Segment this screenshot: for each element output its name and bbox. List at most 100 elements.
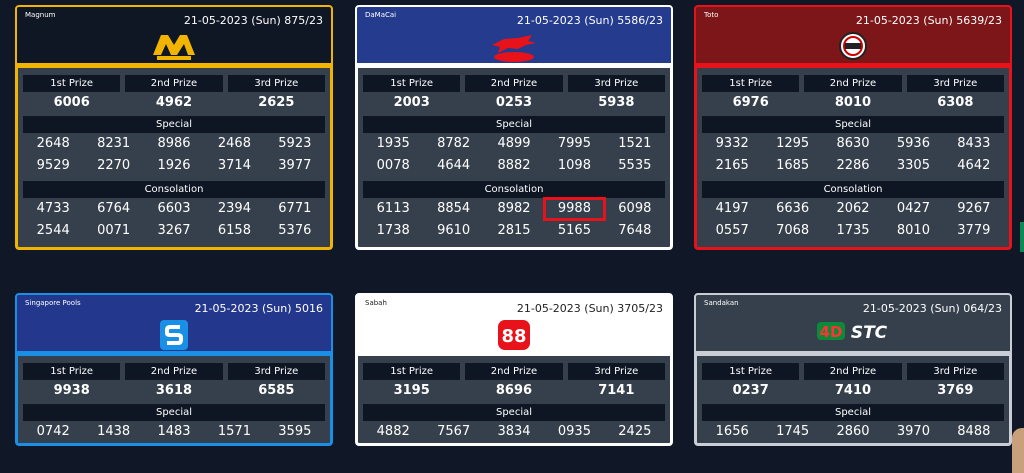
consolation-number: 2394 <box>217 201 251 216</box>
special-label: Special <box>23 116 325 133</box>
prize-second: 2nd Prize 3618 <box>125 363 223 402</box>
special-number: 1685 <box>776 158 810 173</box>
prize-number: 2625 <box>258 95 295 110</box>
prize-number: 8696 <box>495 383 533 398</box>
result-card-sabah[interactable]: Sabah 21-05-2023 (Sun) 3705/23 88 1st Prize… <box>355 293 673 446</box>
special-number: 7567 <box>437 424 471 439</box>
special-number: 1098 <box>557 158 591 173</box>
special-number: 5923 <box>278 136 312 151</box>
special-number: 5936 <box>896 136 930 151</box>
consolation-number: 0071 <box>97 223 131 238</box>
sabah-88-logo-icon: 88 <box>497 319 531 355</box>
special-number: 2468 <box>217 136 251 151</box>
consolation-number: 1738 <box>376 223 410 238</box>
prize-number: 7141 <box>598 383 635 398</box>
special-number: 2286 <box>836 158 870 173</box>
special-number: 1438 <box>97 424 131 439</box>
result-card-toto[interactable]: Toto 21-05-2023 (Sun) 5639/23 1st Prize 697… <box>694 5 1012 250</box>
prize-second: 2nd Prize 4962 <box>125 75 223 114</box>
special-number: 7995 <box>557 136 591 151</box>
special-number: 8433 <box>957 136 991 151</box>
special-number: 4644 <box>437 158 471 173</box>
prize-number: 3195 <box>393 383 430 398</box>
special-number: 8882 <box>497 158 531 173</box>
special-label: Special <box>363 404 665 421</box>
consolation-row: 4197 6636 2062 0427 9267 <box>702 198 1004 220</box>
prize-third: 3rd Prize 6308 <box>906 75 1004 114</box>
top-prizes: 1st Prize 2003 2nd Prize 0253 3rd Prize 5938 <box>363 75 665 114</box>
operator-name: Sandakan <box>704 299 739 307</box>
consolation-number: 2544 <box>36 223 70 238</box>
special-number: 0078 <box>376 158 410 173</box>
prize-number: 4962 <box>155 95 193 110</box>
consolation-number: 7648 <box>618 223 652 238</box>
prize-third: 3rd Prize 3769 <box>906 363 1004 402</box>
special-number: 3977 <box>278 158 312 173</box>
consolation-number: 4733 <box>36 201 70 216</box>
toto-logo-icon <box>838 31 868 65</box>
top-prizes: 1st Prize 6976 2nd Prize 8010 3rd Prize 6308 <box>702 75 1004 114</box>
special-number: 4899 <box>497 136 531 151</box>
card-body: 1st Prize 6976 2nd Prize 8010 3rd Prize 6308 S… <box>694 65 1012 250</box>
card-header: DaMaCai 21-05-2023 (Sun) 5586/23 <box>355 5 673 65</box>
prize-label: 1st Prize <box>23 75 121 92</box>
prize-label: 1st Prize <box>23 363 121 380</box>
svg-text:STC: STC <box>851 323 888 343</box>
special-number: 1935 <box>376 136 410 151</box>
svg-text:4D: 4D <box>820 323 843 341</box>
consolation-row: 4733 6764 6603 2394 6771 <box>23 198 325 220</box>
card-header: Toto 21-05-2023 (Sun) 5639/23 <box>694 5 1012 65</box>
card-header: Sabah 21-05-2023 (Sun) 3705/23 88 <box>355 293 673 353</box>
special-row: 0742 1438 1483 1571 3595 <box>23 421 325 443</box>
consolation-label: Consolation <box>23 181 325 198</box>
special-row: 9529 2270 1926 3714 3977 <box>23 155 325 177</box>
draw-date: 21-05-2023 (Sun) 5586/23 <box>516 14 663 27</box>
consolation-number: 5376 <box>278 223 312 238</box>
special-number: 4642 <box>957 158 991 173</box>
prize-first: 1st Prize 6006 <box>23 75 121 114</box>
result-card-damacai[interactable]: DaMaCai 21-05-2023 (Sun) 5586/23 1st Prize… <box>355 5 673 250</box>
consolation-number: 6636 <box>776 201 810 216</box>
card-header: Singapore Pools 21-05-2023 (Sun) 5016 <box>15 293 333 353</box>
prize-first: 1st Prize 3195 <box>363 363 461 402</box>
consolation-number: 8854 <box>437 201 471 216</box>
prize-label: 3rd Prize <box>906 75 1004 92</box>
special-row: 1935 8782 4899 7995 1521 <box>363 133 665 155</box>
prize-first: 1st Prize 6976 <box>702 75 800 114</box>
damacai-logo-icon <box>488 31 540 67</box>
special-number: 5535 <box>618 158 652 173</box>
consolation-number: 6098 <box>618 201 652 216</box>
draw-date: 21-05-2023 (Sun) 3705/23 <box>516 302 663 315</box>
special-number: 9332 <box>715 136 749 151</box>
prize-number: 7410 <box>834 383 872 398</box>
special-number: 2165 <box>715 158 749 173</box>
prize-label: 1st Prize <box>363 75 461 92</box>
special-number: 1521 <box>618 136 652 151</box>
consolation-number: 9610 <box>437 223 471 238</box>
prize-first: 1st Prize 2003 <box>363 75 461 114</box>
prize-second: 2nd Prize 8010 <box>804 75 902 114</box>
top-prizes: 1st Prize 9938 2nd Prize 3618 3rd Prize 6585 <box>23 363 325 402</box>
prize-number: 3769 <box>937 383 974 398</box>
special-label: Special <box>702 404 1004 421</box>
prize-number: 0237 <box>732 383 769 398</box>
prize-label: 1st Prize <box>702 75 800 92</box>
prize-third: 3rd Prize 6585 <box>227 363 325 402</box>
special-number: 1483 <box>157 424 191 439</box>
card-header: Sandakan 21-05-2023 (Sun) 064/23 4D STC <box>694 293 1012 353</box>
special-number: 8231 <box>97 136 131 151</box>
prize-label: 2nd Prize <box>465 363 563 380</box>
special-number: 8630 <box>836 136 870 151</box>
result-card-sandakan[interactable]: Sandakan 21-05-2023 (Sun) 064/23 4D STC 1st … <box>694 293 1012 446</box>
prize-number: 6585 <box>258 383 295 398</box>
card-body: 1st Prize 6006 2nd Prize 4962 3rd Prize 2625 S… <box>15 65 333 250</box>
special-number: 9529 <box>36 158 70 173</box>
special-row: 9332 1295 8630 5936 8433 <box>702 133 1004 155</box>
singapore-pools-logo-icon <box>159 319 189 355</box>
card-body: 1st Prize 0237 2nd Prize 7410 3rd Prize 3769 S… <box>694 353 1012 446</box>
result-card-sg[interactable]: Singapore Pools 21-05-2023 (Sun) 5016 1st … <box>15 293 333 446</box>
result-card-magnum[interactable]: Magnum 21-05-2023 (Sun) 875/23 1st Prize 60… <box>15 5 333 250</box>
prize-number: 9938 <box>53 383 90 398</box>
consolation-number: 4197 <box>715 201 749 216</box>
special-number: 4882 <box>376 424 410 439</box>
